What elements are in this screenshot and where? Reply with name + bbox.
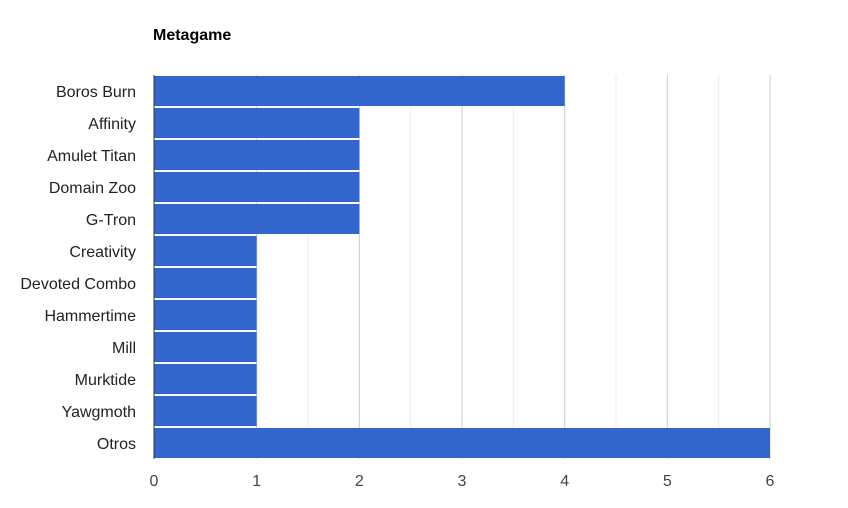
category-label: Domain Zoo xyxy=(49,180,136,197)
bar-yawgmoth xyxy=(154,396,257,426)
bar-creativity xyxy=(154,236,257,266)
category-label: Hammertime xyxy=(44,308,136,325)
bar-boros-burn xyxy=(154,76,565,106)
category-labels: Boros Burn Affinity Amulet Titan Domain Zoo… xyxy=(20,84,136,453)
grid-layer xyxy=(204,75,771,459)
category-label: Creativity xyxy=(69,244,136,261)
bars-layer xyxy=(154,76,770,458)
category-label: Murktide xyxy=(75,372,136,389)
bar-g-tron xyxy=(154,204,360,234)
bar-otros xyxy=(154,428,770,458)
bar-hammertime xyxy=(154,300,257,330)
x-tick-label: 0 xyxy=(150,473,159,490)
category-label: G-Tron xyxy=(86,212,136,229)
category-label: Otros xyxy=(97,436,136,453)
x-tick-label: 2 xyxy=(355,473,364,490)
x-tick-label: 1 xyxy=(252,473,261,490)
bar-mill xyxy=(154,332,257,362)
bar-domain-zoo xyxy=(154,172,360,202)
bar-affinity xyxy=(154,108,360,138)
category-label: Devoted Combo xyxy=(20,276,136,293)
x-tick-label: 6 xyxy=(766,473,775,490)
x-tick-label: 5 xyxy=(663,473,672,490)
category-label: Affinity xyxy=(88,116,136,133)
category-label: Amulet Titan xyxy=(47,148,136,165)
category-label: Boros Burn xyxy=(56,84,136,101)
chart-title: Metagame xyxy=(153,27,232,44)
bar-murktide xyxy=(154,364,257,394)
tick-labels: 0 1 2 3 4 5 6 xyxy=(150,473,775,490)
x-tick-label: 4 xyxy=(560,473,569,490)
category-label: Yawgmoth xyxy=(62,404,136,421)
category-label: Mill xyxy=(112,340,136,357)
x-tick-label: 3 xyxy=(458,473,467,490)
bar-devoted-combo xyxy=(154,268,257,298)
bar-amulet-titan xyxy=(154,140,360,170)
